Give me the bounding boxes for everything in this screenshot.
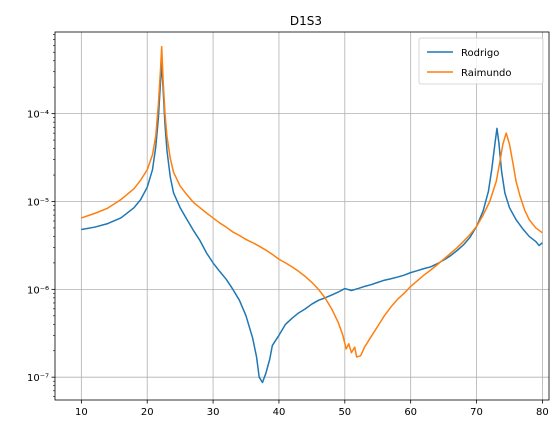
x-tick-label: 20 (141, 407, 154, 418)
x-axis: 10 20 30 40 50 60 70 80 (75, 400, 549, 418)
series-line-raimundo (81, 45, 543, 358)
y-tick-label: 10⁻⁴ (27, 110, 49, 121)
series-line-rodrigo (81, 62, 543, 384)
x-tick-label: 40 (273, 407, 286, 418)
x-tick-label: 70 (470, 407, 483, 418)
grid (55, 32, 549, 400)
y-axis: 10⁻⁷ 10⁻⁶ 10⁻⁵ 10⁻⁴ (27, 34, 55, 397)
x-tick-label: 80 (536, 407, 549, 418)
x-tick-label: 30 (207, 407, 220, 418)
y-tick-label: 10⁻⁷ (27, 373, 49, 384)
x-tick-label: 10 (75, 407, 88, 418)
x-tick-label: 60 (404, 407, 417, 418)
y-tick-label: 10⁻⁵ (27, 197, 49, 208)
plot-lines (81, 45, 543, 384)
y-tick-label: 10⁻⁶ (27, 285, 49, 296)
chart-title: D1S3 (290, 14, 322, 28)
legend-label: Raimundo (461, 68, 512, 79)
legend-label: Rodrigo (461, 48, 499, 59)
x-tick-label: 50 (338, 407, 351, 418)
plot-frame (54, 31, 550, 401)
legend: Rodrigo Raimundo (418, 37, 544, 85)
